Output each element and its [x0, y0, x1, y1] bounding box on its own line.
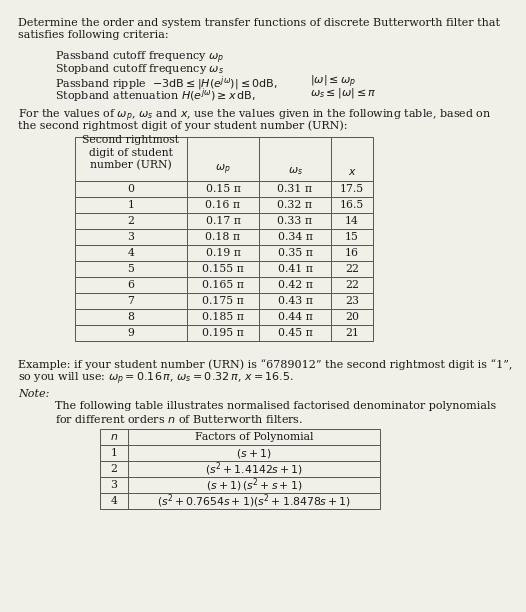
Text: 3: 3	[127, 232, 135, 242]
Text: 14: 14	[345, 216, 359, 226]
Text: 0.42 π: 0.42 π	[278, 280, 312, 290]
Text: $|\omega| \leq \omega_p$: $|\omega| \leq \omega_p$	[310, 74, 356, 91]
Text: 0.34 π: 0.34 π	[278, 232, 312, 242]
Text: $(s^2 + 1.4142s + 1)$: $(s^2 + 1.4142s + 1)$	[205, 460, 303, 478]
Text: $\omega_s \leq |\omega| \leq \pi$: $\omega_s \leq |\omega| \leq \pi$	[310, 86, 377, 100]
Text: Passband ripple  $-3\mathrm{dB} \leq |H(e^{j\omega})| \leq 0\mathrm{dB},$: Passband ripple $-3\mathrm{dB} \leq |H(e…	[55, 74, 278, 92]
Bar	[100, 429, 380, 509]
Text: 16.5: 16.5	[340, 200, 364, 210]
Text: 5: 5	[128, 264, 135, 274]
Text: 1: 1	[110, 448, 117, 458]
Text: $\omega_p$: $\omega_p$	[215, 163, 231, 177]
Text: 17.5: 17.5	[340, 184, 364, 194]
Text: Stopband attenuation $H(e^{j\omega}) \geq x\,\mathrm{dB},$: Stopband attenuation $H(e^{j\omega}) \ge…	[55, 86, 256, 105]
Text: 21: 21	[345, 328, 359, 338]
Text: 4: 4	[110, 496, 117, 506]
Text: 15: 15	[345, 232, 359, 242]
Text: 0.43 π: 0.43 π	[278, 296, 312, 306]
Text: 8: 8	[127, 312, 135, 322]
Text: 22: 22	[345, 264, 359, 274]
Text: 0.165 π: 0.165 π	[202, 280, 244, 290]
Text: 0.16 π: 0.16 π	[206, 200, 240, 210]
Text: 0.35 π: 0.35 π	[278, 248, 312, 258]
Text: Factors of Polynomial: Factors of Polynomial	[195, 432, 313, 442]
Text: $(s^2 + 0.7654s + 1)(s^2 + 1.8478s + 1)$: $(s^2 + 0.7654s + 1)(s^2 + 1.8478s + 1)$	[157, 492, 351, 510]
Text: $n$: $n$	[110, 432, 118, 442]
Text: Stopband cutoff frequency $\omega_s$: Stopband cutoff frequency $\omega_s$	[55, 62, 224, 76]
Text: For the values of $\omega_p$, $\omega_s$ and $x$, use the values given in the fo: For the values of $\omega_p$, $\omega_s$…	[18, 108, 492, 124]
Text: the second rightmost digit of your student number (URN):: the second rightmost digit of your stude…	[18, 120, 348, 130]
Text: 0.175 π: 0.175 π	[202, 296, 244, 306]
Text: 0.45 π: 0.45 π	[278, 328, 312, 338]
Text: Note:: Note:	[18, 389, 49, 399]
Text: 0.195 π: 0.195 π	[202, 328, 244, 338]
Text: so you will use: $\omega_p = 0.16\,\pi$, $\omega_s = 0.32\,\pi$, $x = 16.5$.: so you will use: $\omega_p = 0.16\,\pi$,…	[18, 371, 294, 387]
Text: 0.185 π: 0.185 π	[202, 312, 244, 322]
Text: 23: 23	[345, 296, 359, 306]
Text: 0.155 π: 0.155 π	[202, 264, 244, 274]
Text: 0.19 π: 0.19 π	[206, 248, 240, 258]
Text: 3: 3	[110, 480, 117, 490]
Text: 7: 7	[128, 296, 135, 306]
Text: Second rightmost
digit of student
number (URN): Second rightmost digit of student number…	[83, 135, 179, 171]
Text: Determine the order and system transfer functions of discrete Butterworth filter: Determine the order and system transfer …	[18, 18, 500, 28]
Text: 0: 0	[127, 184, 135, 194]
Text: 0.18 π: 0.18 π	[206, 232, 240, 242]
Text: 0.44 π: 0.44 π	[278, 312, 312, 322]
Text: $x$: $x$	[348, 167, 357, 177]
Text: 0.32 π: 0.32 π	[277, 200, 312, 210]
Text: $(s + 1)$: $(s + 1)$	[236, 447, 272, 460]
Text: satisfies following criteria:: satisfies following criteria:	[18, 30, 169, 40]
Bar	[75, 137, 373, 341]
Text: 22: 22	[345, 280, 359, 290]
Text: 4: 4	[128, 248, 135, 258]
Text: 0.15 π: 0.15 π	[206, 184, 240, 194]
Text: 2: 2	[127, 216, 135, 226]
Text: 0.41 π: 0.41 π	[278, 264, 312, 274]
Text: $\omega_s$: $\omega_s$	[288, 165, 302, 177]
Text: 16: 16	[345, 248, 359, 258]
Text: Passband cutoff frequency $\omega_p$: Passband cutoff frequency $\omega_p$	[55, 50, 225, 66]
Text: 0.33 π: 0.33 π	[277, 216, 312, 226]
Text: 1: 1	[127, 200, 135, 210]
Text: 20: 20	[345, 312, 359, 322]
Text: for different orders $n$ of Butterworth filters.: for different orders $n$ of Butterworth …	[55, 413, 303, 425]
Text: 9: 9	[128, 328, 135, 338]
Text: $(s + 1)\,(s^2 + s + 1)$: $(s + 1)\,(s^2 + s + 1)$	[206, 476, 302, 494]
Text: 0.31 π: 0.31 π	[277, 184, 312, 194]
Text: 6: 6	[127, 280, 135, 290]
Text: Example: if your student number (URN) is “6789012” the second rightmost digit is: Example: if your student number (URN) is…	[18, 359, 512, 370]
Text: 2: 2	[110, 464, 117, 474]
Text: The following table illustrates normalised factorised denominator polynomials: The following table illustrates normalis…	[55, 401, 496, 411]
Text: 0.17 π: 0.17 π	[206, 216, 240, 226]
